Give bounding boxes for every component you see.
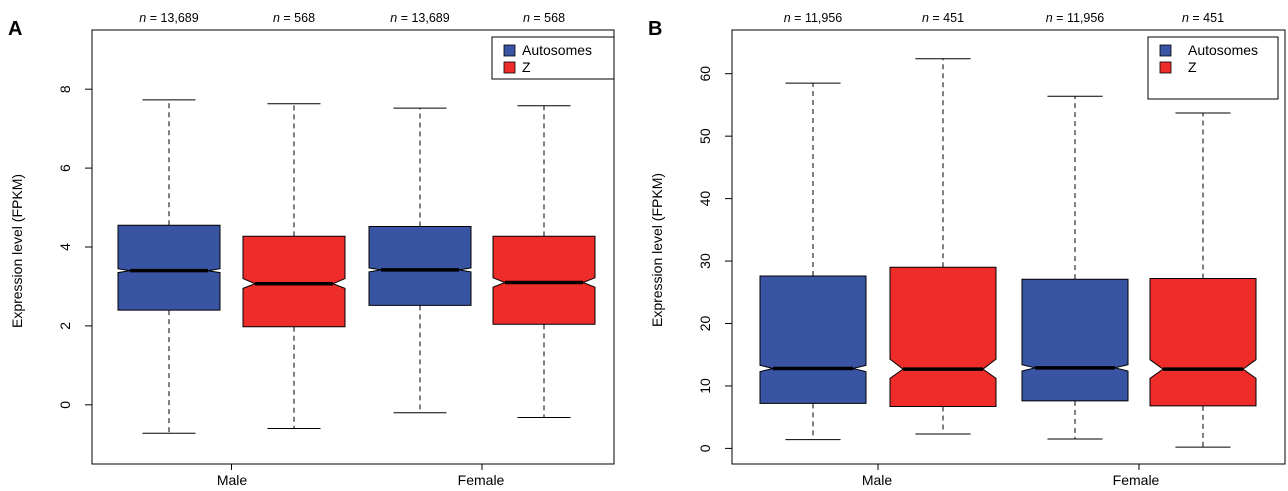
legend-swatch-autosomes [1159, 44, 1172, 57]
x-tick-label-female: Female [1113, 472, 1160, 488]
legend-swatch-z [1159, 61, 1172, 74]
legend-swatch-autosomes [503, 44, 516, 57]
n-label: n = 13,689 [390, 11, 449, 25]
n-label: n = 11,956 [784, 11, 843, 25]
n-label: n = 568 [523, 11, 565, 25]
y-tick-label: 2 [57, 322, 73, 330]
box-body [889, 266, 997, 407]
y-tick-label: 20 [697, 315, 713, 331]
legend-label-z: Z [1188, 59, 1197, 75]
n-label: n = 451 [922, 11, 964, 25]
n-label: n = 568 [273, 11, 315, 25]
box-body [117, 224, 221, 311]
box-3: n = 11,956 [1021, 11, 1129, 440]
plot-frame [731, 29, 1286, 465]
legend-label-autosomes: Autosomes [522, 42, 592, 58]
legend: Autosomes Z [491, 36, 615, 80]
box-2: n = 451 [889, 11, 997, 435]
x-tick-label-male: Male [862, 472, 893, 488]
y-tick-label: 50 [697, 128, 713, 144]
y-tick-label: 40 [697, 191, 713, 207]
box-3: n = 13,689 [368, 11, 472, 414]
y-tick-label: 0 [697, 444, 713, 452]
legend: Autosomes Z [1147, 36, 1279, 100]
n-label: n = 13,689 [139, 11, 198, 25]
box-body [1149, 278, 1257, 407]
box-body [1021, 278, 1129, 402]
panel-label: A [8, 18, 22, 40]
x-tick-label-female: Female [458, 472, 505, 488]
box-body [759, 275, 867, 404]
box-4: n = 451 [1149, 11, 1257, 448]
y-tick-label: 60 [697, 66, 713, 82]
y-tick-label: 4 [57, 243, 73, 251]
y-tick-label: 30 [697, 253, 713, 269]
box-1: n = 13,689 [117, 11, 221, 434]
legend-label-autosomes: Autosomes [1188, 42, 1258, 58]
y-tick-label: 0 [57, 401, 73, 409]
y-axis-label: Expression level (FPKM) [9, 174, 25, 328]
box-body [368, 226, 472, 306]
panel-label: B [648, 18, 662, 40]
box-2: n = 568 [242, 11, 346, 429]
y-tick-label: 6 [57, 164, 73, 172]
y-tick-label: 8 [57, 85, 73, 93]
y-tick-label: 10 [697, 378, 713, 394]
legend-swatch-z [503, 61, 516, 74]
box-body [242, 235, 346, 328]
n-label: n = 451 [1182, 11, 1224, 25]
x-tick-label-male: Male [217, 472, 248, 488]
box-4: n = 568 [492, 11, 596, 418]
panel-b: B Expression level (FPKM) Male Female n … [648, 11, 1286, 488]
legend-label-z: Z [522, 59, 531, 75]
panel-a: A Expression level (FPKM) Male Female n … [8, 11, 615, 488]
box-body [492, 235, 596, 325]
box-1: n = 11,956 [759, 11, 867, 441]
n-label: n = 11,956 [1046, 11, 1105, 25]
y-axis-label: Expression level (FPKM) [649, 173, 665, 327]
